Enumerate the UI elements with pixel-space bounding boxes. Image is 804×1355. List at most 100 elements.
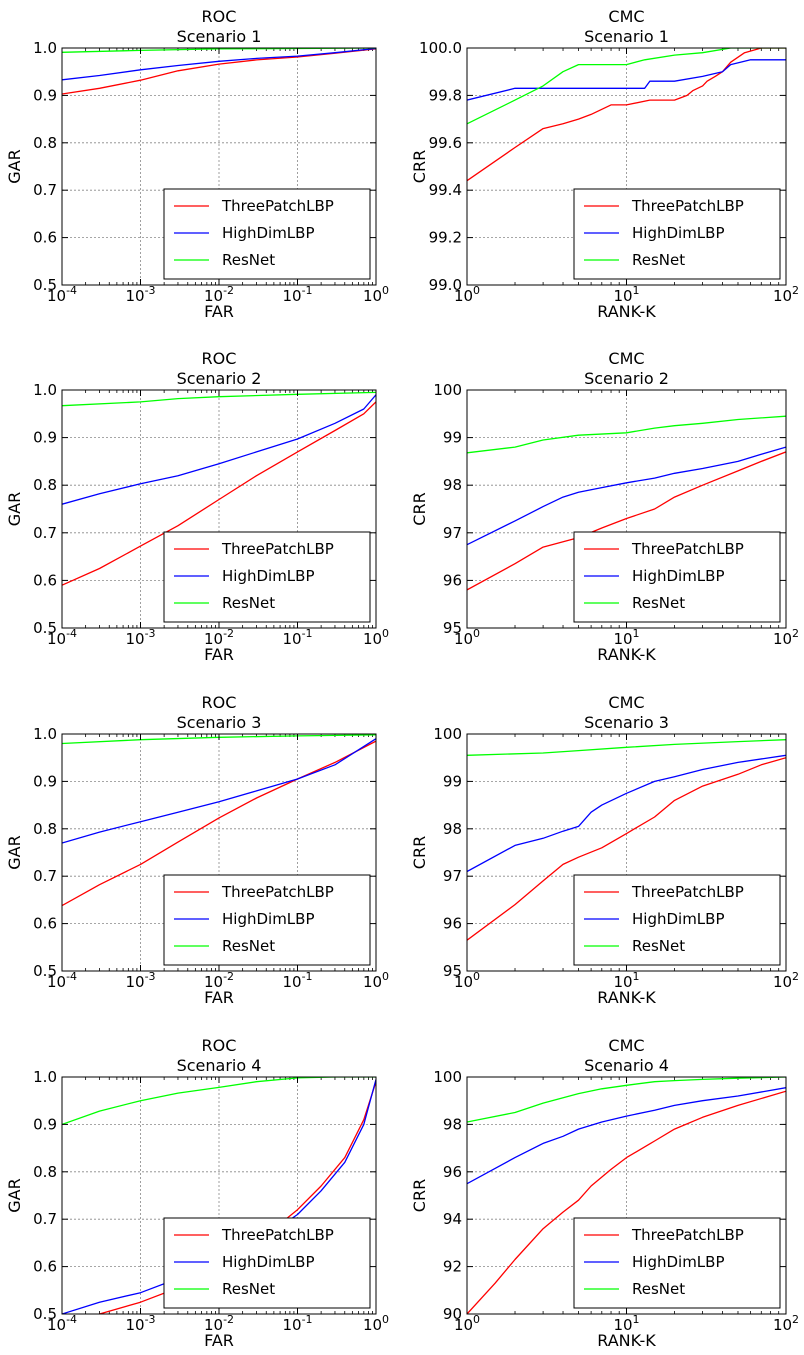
x-tick-label: 10-4 [47, 627, 77, 648]
y-tick-label: 0.5 [33, 962, 57, 980]
legend: ThreePatchLBP HighDimLBP ResNet [573, 874, 781, 966]
chart-subtitle: Scenario 4 [584, 1056, 669, 1075]
x-tick-exponent: -4 [66, 627, 77, 640]
x-tick-label: 100 [363, 1313, 389, 1334]
panel-roc4: 10-4 10-3 10-2 10-1 1000.50.60.70.80.91.0ROC… [5, 1036, 389, 1350]
series-line-ResNet [467, 739, 786, 756]
panel-roc2: 10-4 10-3 10-2 10-1 1000.50.60.70.80.91.0ROC… [5, 349, 389, 664]
chart-subtitle: Scenario 3 [584, 713, 669, 732]
x-tick-base: 10 [204, 1316, 223, 1334]
x-tick-base: 10 [204, 973, 223, 991]
x-tick-label: 10-1 [282, 284, 312, 305]
chart-subtitle: Scenario 1 [177, 27, 262, 46]
x-tick-base: 10 [363, 287, 382, 305]
chart-title: ROC [202, 7, 237, 26]
x-tick-base: 10 [773, 973, 792, 991]
x-tick-label: 10-3 [125, 970, 155, 991]
x-tick-exponent: -1 [302, 284, 313, 297]
y-tick-label: 98 [443, 820, 462, 838]
x-tick-base: 10 [204, 630, 223, 648]
series-group [62, 391, 376, 586]
x-tick-label: 10-2 [204, 284, 234, 305]
chart-subtitle: Scenario 3 [177, 713, 262, 732]
legend-label: ResNet [632, 251, 685, 269]
x-tick-exponent: -2 [223, 627, 234, 640]
y-tick-label: 0.6 [33, 229, 57, 247]
x-tick-exponent: 1 [633, 627, 640, 640]
legend-box [163, 1217, 371, 1309]
chart-title: CMC [608, 693, 644, 712]
x-tick-base: 10 [454, 287, 473, 305]
x-tick-exponent: 2 [792, 1313, 799, 1326]
legend-box [573, 1217, 781, 1309]
y-tick-label: 1.0 [33, 39, 57, 57]
x-axis-label: RANK-K [597, 302, 656, 321]
x-tick-label: 10-4 [47, 970, 77, 991]
x-tick-exponent: 0 [473, 1313, 480, 1326]
legend-label: ResNet [222, 937, 275, 955]
legend-box [163, 874, 371, 966]
x-tick-label: 10-3 [125, 1313, 155, 1334]
legend-box [573, 874, 781, 966]
x-tick-exponent: -3 [145, 970, 156, 983]
y-axis-label: CRR [410, 1179, 429, 1212]
x-tick-base: 10 [454, 1316, 473, 1334]
y-tick-label: 0.8 [33, 820, 57, 838]
x-tick-label: 101 [613, 627, 639, 648]
x-tick-base: 10 [47, 630, 66, 648]
x-tick-base: 10 [47, 973, 66, 991]
x-tick-label: 100 [454, 1313, 480, 1334]
x-tick-label: 101 [613, 970, 639, 991]
x-tick-base: 10 [282, 1316, 301, 1334]
x-tick-label: 102 [773, 284, 799, 305]
x-tick-base: 10 [125, 287, 144, 305]
y-tick-label: 99.2 [429, 229, 462, 247]
x-tick-exponent: -2 [223, 1313, 234, 1326]
x-tick-base: 10 [204, 287, 223, 305]
x-tick-base: 10 [47, 287, 66, 305]
y-axis-label: GAR [5, 149, 24, 183]
x-tick-exponent: 0 [473, 627, 480, 640]
y-tick-label: 99.6 [429, 134, 462, 152]
series-line-ThreePatchLBP [467, 451, 786, 591]
legend: ThreePatchLBP HighDimLBP ResNet [163, 874, 371, 966]
x-tick-base: 10 [363, 630, 382, 648]
y-tick-label: 0.6 [33, 915, 57, 933]
x-tick-label: 100 [454, 284, 480, 305]
legend-label: HighDimLBP [632, 1253, 725, 1271]
y-tick-label: 100.0 [419, 39, 462, 57]
x-tick-label: 10-1 [282, 970, 312, 991]
y-tick-label: 0.7 [33, 867, 57, 885]
x-tick-label: 10-4 [47, 284, 77, 305]
y-tick-label: 100 [433, 1068, 462, 1086]
y-axis-label: GAR [5, 492, 24, 526]
x-tick-exponent: -3 [145, 627, 156, 640]
y-tick-label: 0.9 [33, 772, 57, 790]
legend-label: ResNet [632, 937, 685, 955]
x-tick-exponent: 0 [473, 284, 480, 297]
legend-label: ThreePatchLBP [631, 883, 744, 901]
legend-label: ThreePatchLBP [631, 540, 744, 558]
y-tick-label: 96 [443, 915, 462, 933]
x-tick-exponent: 0 [382, 284, 389, 297]
x-tick-exponent: -4 [66, 284, 77, 297]
y-axis-label: GAR [5, 1178, 24, 1212]
y-tick-label: 97 [443, 524, 462, 542]
chart-title: CMC [608, 1036, 644, 1055]
y-tick-label: 1.0 [33, 381, 57, 399]
series-group [467, 48, 786, 182]
series-line-HighDimLBP [467, 754, 786, 873]
x-tick-base: 10 [773, 1316, 792, 1334]
x-tick-label: 102 [773, 1313, 799, 1334]
x-tick-exponent: -2 [223, 970, 234, 983]
legend-label: HighDimLBP [222, 910, 315, 928]
legend-label: ResNet [632, 594, 685, 612]
chart-title: CMC [608, 349, 644, 368]
chart-title: ROC [202, 693, 237, 712]
legend-box [573, 188, 781, 280]
y-tick-label: 98 [443, 1115, 462, 1133]
chart-title: ROC [202, 1036, 237, 1055]
x-tick-base: 10 [454, 630, 473, 648]
y-tick-label: 94 [443, 1210, 462, 1228]
